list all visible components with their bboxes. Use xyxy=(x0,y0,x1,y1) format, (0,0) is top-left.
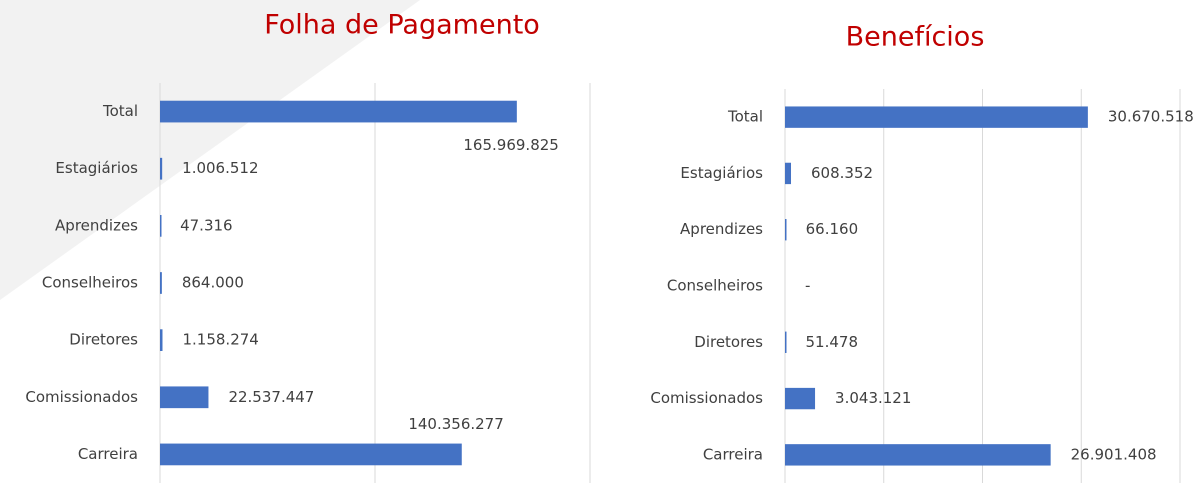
bar xyxy=(160,215,162,237)
value-label: 30.670.518 xyxy=(1108,108,1194,126)
category-label: Aprendizes xyxy=(55,216,138,234)
value-label: 165.969.825 xyxy=(463,136,558,154)
value-label: 864.000 xyxy=(182,274,244,292)
value-label: 47.316 xyxy=(180,216,233,234)
bar xyxy=(785,331,787,353)
bar xyxy=(160,157,163,180)
category-label: Total xyxy=(727,108,763,126)
value-label: 1.006.512 xyxy=(182,159,258,177)
category-label: Estagiários xyxy=(55,159,138,177)
category-label: Conselheiros xyxy=(667,277,763,295)
bar xyxy=(785,219,787,241)
value-label: 3.043.121 xyxy=(835,389,911,407)
bar xyxy=(160,443,462,466)
bar xyxy=(785,387,816,410)
background-shape xyxy=(0,0,420,300)
category-label: Carreira xyxy=(78,445,138,463)
value-label: 26.901.408 xyxy=(1071,445,1157,463)
category-label: Comissionados xyxy=(25,388,138,406)
bar xyxy=(160,100,517,123)
value-label: 22.537.447 xyxy=(228,388,314,406)
bar xyxy=(785,162,792,185)
category-label: Diretores xyxy=(694,333,763,351)
category-label: Conselheiros xyxy=(42,274,138,292)
category-label: Total xyxy=(102,102,138,120)
category-label: Carreira xyxy=(703,445,763,463)
category-label: Estagiários xyxy=(680,164,763,182)
value-label: - xyxy=(805,277,810,295)
bar xyxy=(160,272,162,294)
value-label: 51.478 xyxy=(806,333,859,351)
chart-title: Folha de Pagamento xyxy=(264,10,540,41)
category-label: Aprendizes xyxy=(680,220,763,238)
bar xyxy=(785,106,1088,128)
bar xyxy=(785,444,1051,466)
category-label: Diretores xyxy=(69,331,138,349)
value-label: 66.160 xyxy=(806,220,859,238)
bar xyxy=(160,329,163,351)
value-label: 1.158.274 xyxy=(182,331,258,349)
category-label: Comissionados xyxy=(650,389,763,407)
value-label: 608.352 xyxy=(811,164,873,182)
chart-title: Benefícios xyxy=(846,22,985,53)
value-label: 140.356.277 xyxy=(408,415,503,433)
bar xyxy=(160,386,209,409)
